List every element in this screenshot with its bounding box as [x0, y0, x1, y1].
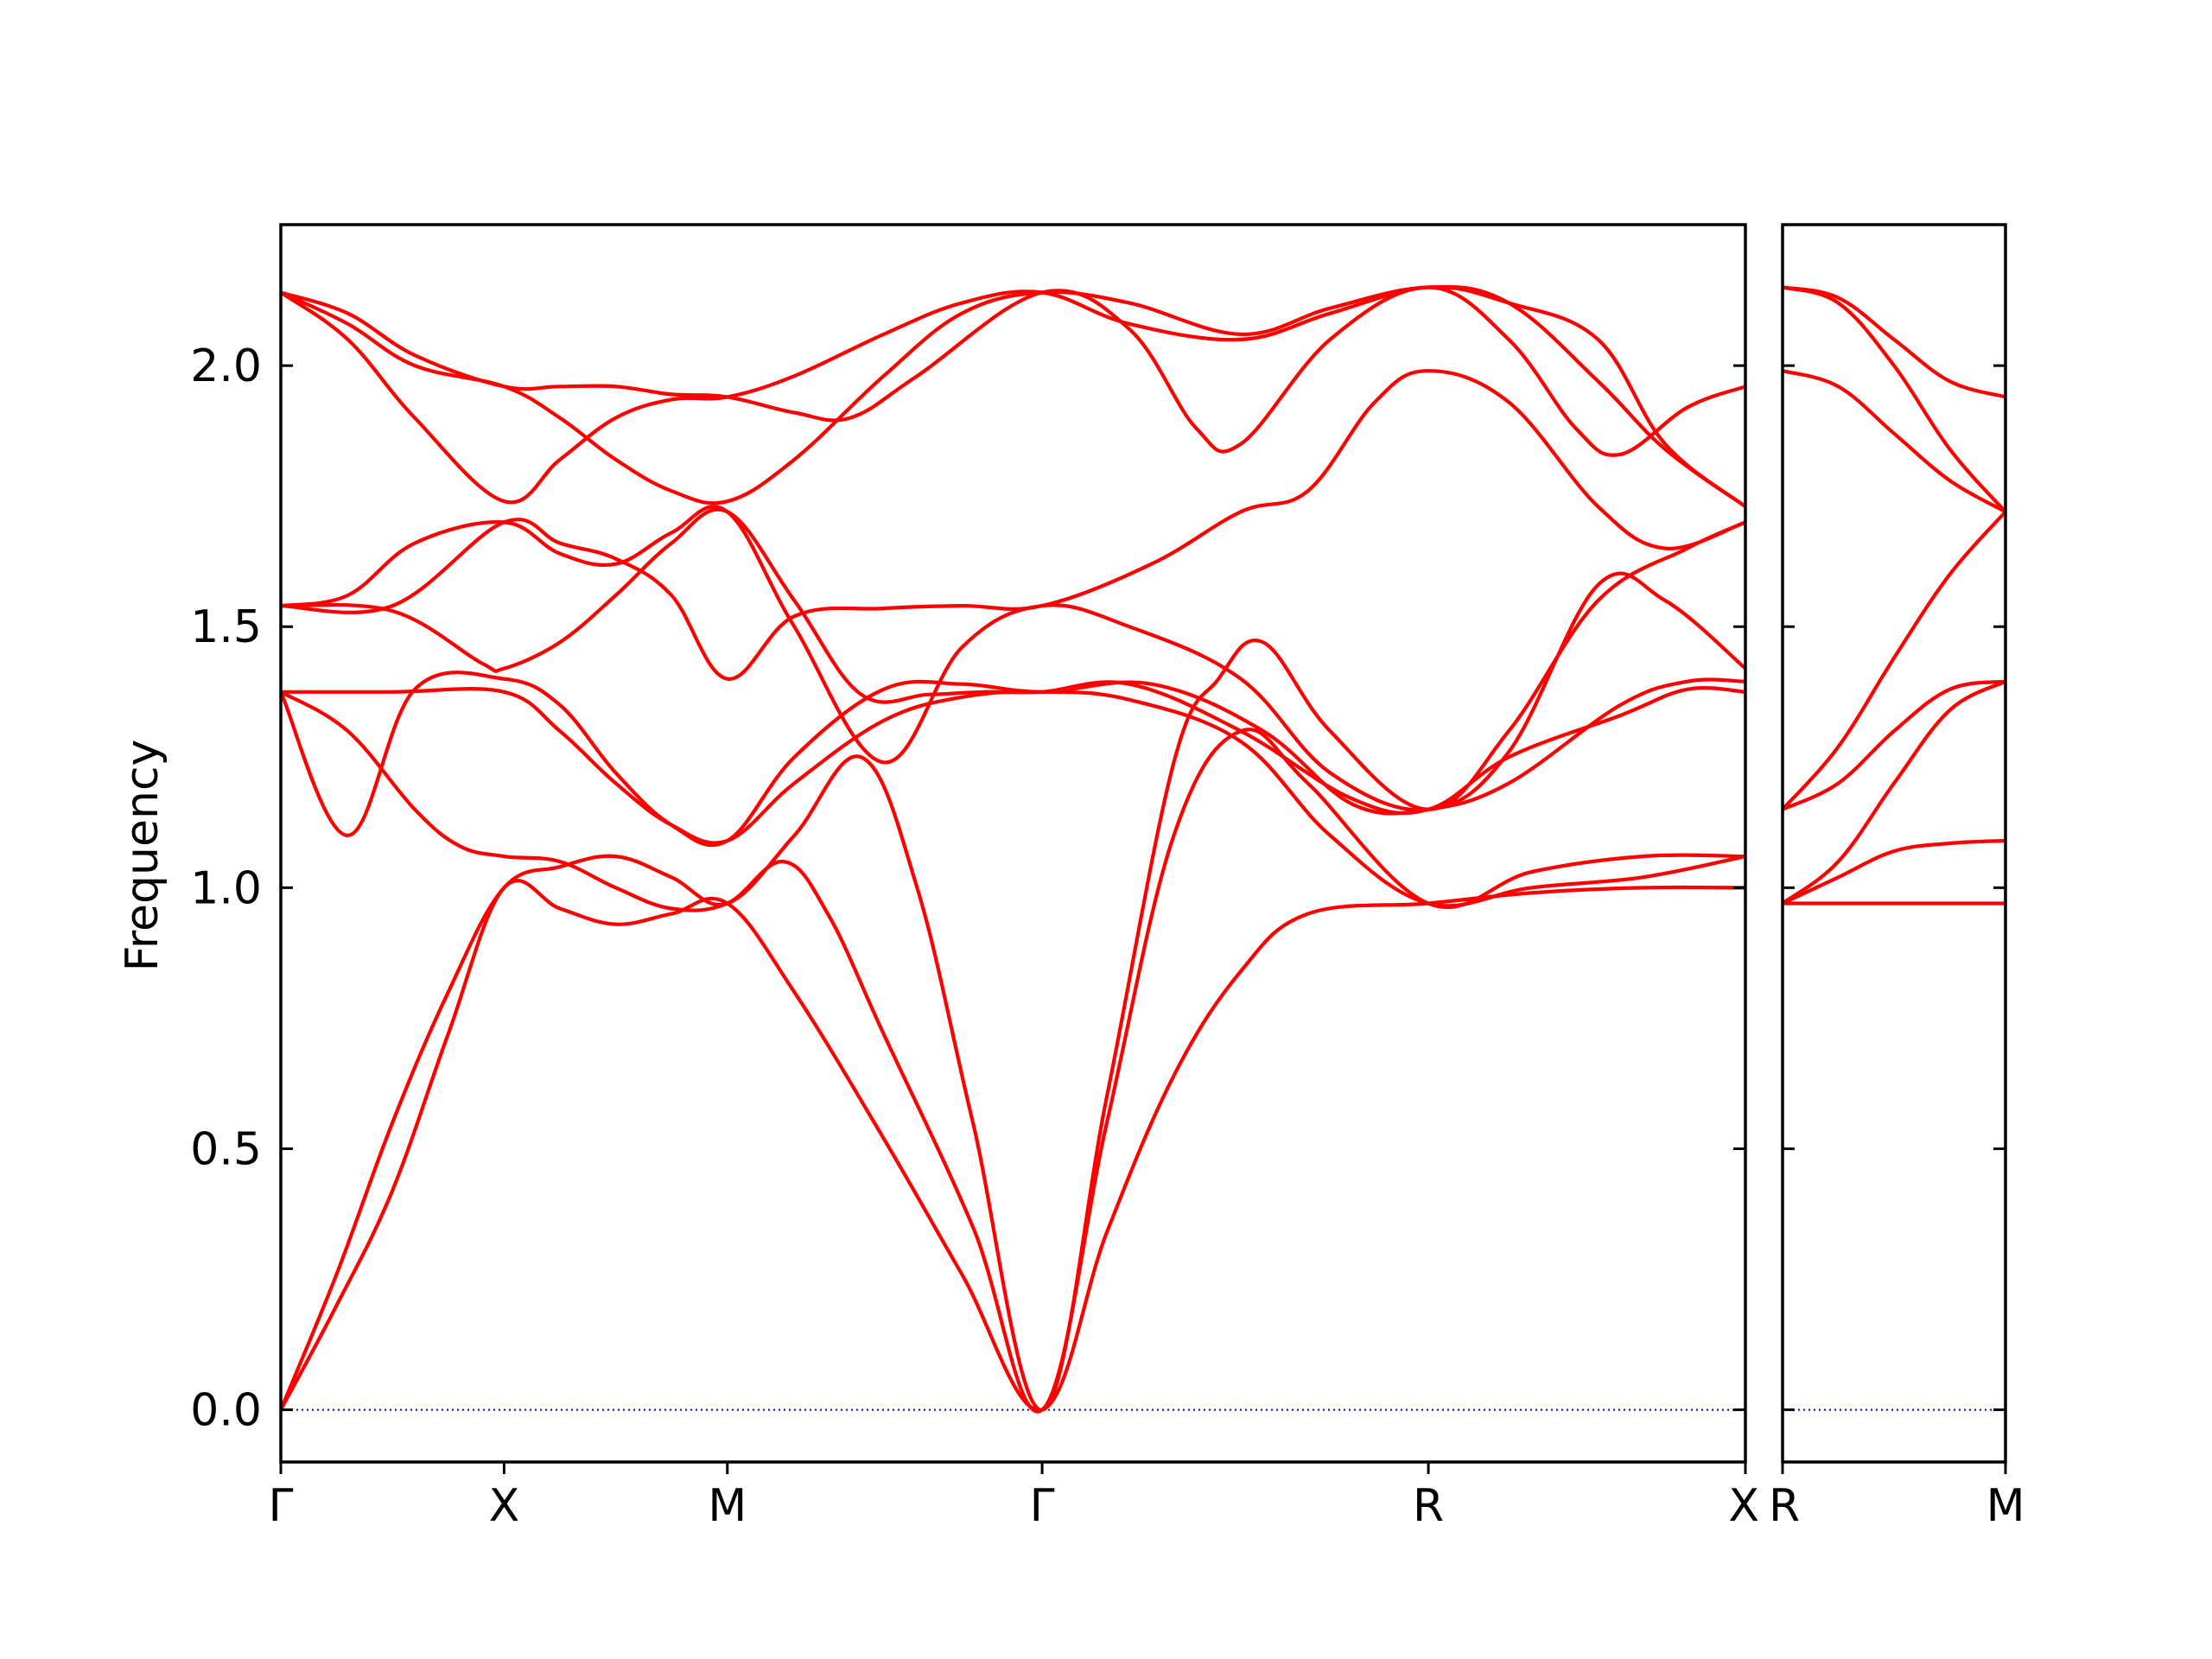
x-tick-label: X: [489, 1480, 520, 1532]
y-tick-label: 0.0: [190, 1385, 262, 1437]
x-tick-label: M: [708, 1480, 747, 1532]
bands: [1783, 285, 2005, 906]
band-4: [281, 687, 1745, 908]
band-1: [281, 879, 1745, 1412]
band-5: [1783, 510, 2005, 811]
x-tick-label: Γ: [1030, 1480, 1055, 1532]
band-10: [281, 285, 1745, 509]
band-11: [281, 284, 1745, 509]
y-tick-label: 2.0: [190, 340, 262, 392]
x-tick-label: X: [1728, 1480, 1759, 1532]
bands: [281, 284, 1745, 1414]
band-3: [1783, 679, 2005, 906]
panel-1: 0.0 0.5 1.0 1.5 2.0 Γ X M Γ R X: [190, 223, 1759, 1532]
y-tick-label: 1.0: [190, 862, 262, 914]
band-6: [1783, 369, 2005, 514]
band-7: [1783, 285, 2005, 514]
band-8: [281, 369, 1745, 681]
band-7: [281, 505, 1745, 812]
band-2: [1783, 838, 2005, 906]
plot-frame: [279, 223, 1747, 1464]
chart-panels: 0.00.51.01.52.0Γ X M Γ R X R M: [190, 223, 2025, 1532]
band-3: [281, 690, 1745, 1414]
band-5: [281, 671, 1745, 848]
y-tick-label: 1.5: [190, 601, 262, 653]
band-6: [281, 507, 1745, 816]
band-4: [1783, 679, 2005, 811]
x-tick-label: Γ: [269, 1480, 294, 1532]
band-2: [281, 520, 1745, 1412]
x-tick-label: R: [1769, 1480, 1800, 1532]
plot-frame: [1781, 223, 2007, 1464]
x-tick-label: R: [1413, 1480, 1444, 1532]
y-axis-label: Frequency: [117, 740, 168, 972]
x-tick-label: M: [1986, 1480, 2025, 1532]
band-8: [1783, 285, 2005, 399]
y-tick-label: 0.5: [190, 1123, 262, 1175]
